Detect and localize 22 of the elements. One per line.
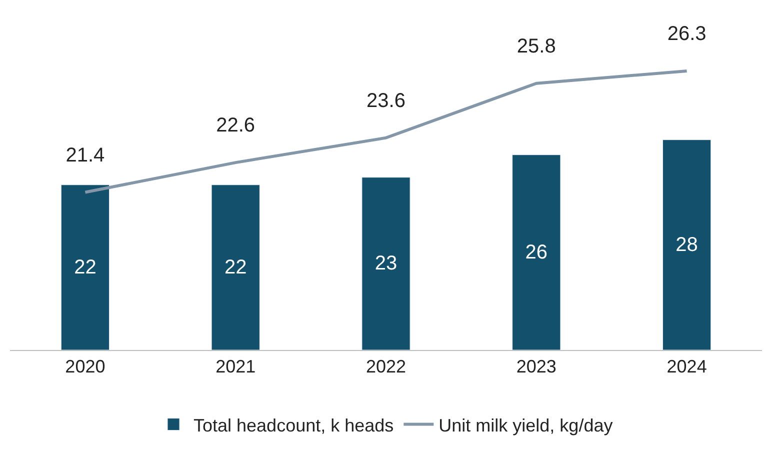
x-tick-label: 2024 [666,356,707,377]
data-label: 22 [224,256,247,278]
bar [60,184,110,350]
data-label: 28 [676,234,698,256]
x-tick-label: 2020 [65,356,106,377]
data-label: 25.8 [516,35,556,58]
bar [211,184,260,350]
data-label: 23.6 [366,90,406,112]
data-label: 26 [525,241,548,264]
data-label: 22.6 [216,114,256,137]
legend-label: Unit milk yield, kg/day [438,415,613,436]
legend-label: Total headcount, k heads [194,415,394,436]
x-tick-label: 2022 [366,356,406,377]
data-label: 22 [74,256,96,278]
data-label: 23 [374,252,398,275]
bar [662,140,712,350]
bar [512,154,561,350]
data-label: 21.4 [66,144,105,166]
bar [362,177,410,350]
x-tick-label: 2023 [516,356,556,377]
data-label: 26.3 [667,22,706,45]
x-tick-label: 2021 [216,356,256,377]
